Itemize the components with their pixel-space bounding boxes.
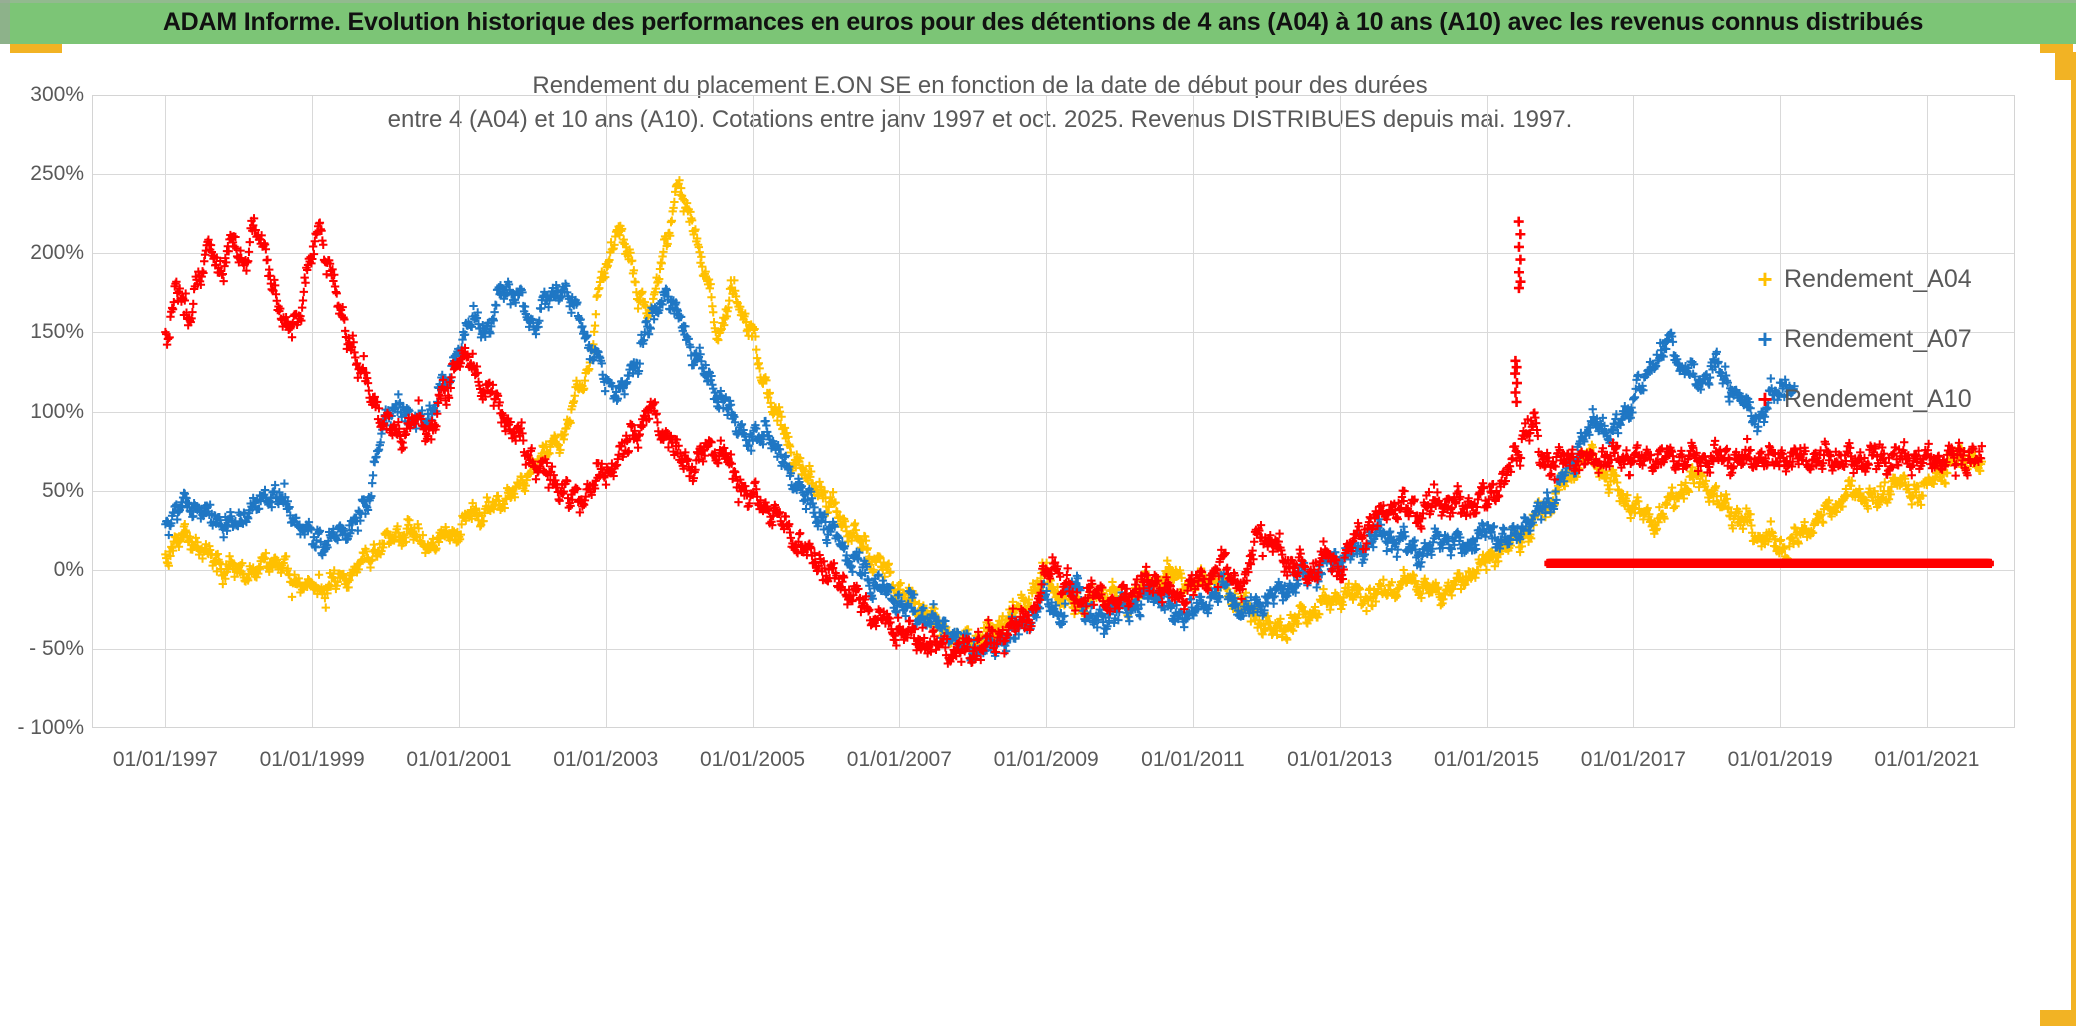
gridline-vertical	[1339, 96, 1341, 727]
x-axis-tick-label: 01/01/2021	[1874, 748, 1980, 771]
chart-container: Rendement du placement E.ON SE en foncti…	[0, 53, 2060, 1003]
x-axis-tick-label: 01/01/1999	[259, 748, 365, 771]
y-axis-tick-label: 200%	[30, 241, 84, 265]
x-axis-tick-label: 01/01/1997	[112, 748, 218, 771]
y-axis-tick-label: 150%	[30, 320, 84, 344]
y-axis-tick-label: - 100%	[17, 716, 84, 739]
header-banner: ADAM Informe. Evolution historique des p…	[0, 0, 2086, 44]
x-axis-tick-label: 01/01/2009	[993, 748, 1099, 771]
x-axis-tick-label: 01/01/2003	[553, 748, 659, 771]
gridline-horizontal	[93, 648, 2014, 650]
legend-marker-icon: +	[1757, 264, 1773, 294]
y-axis-tick-label: 250%	[30, 162, 84, 186]
gridline-vertical	[312, 96, 314, 727]
right-margin	[2076, 0, 2086, 1032]
gridline-vertical	[899, 96, 901, 727]
gridline-vertical	[605, 96, 607, 727]
gridline-vertical	[165, 96, 167, 727]
legend-item-label: Rendement_A10	[1784, 384, 1972, 413]
gridline-horizontal	[93, 253, 2014, 255]
gridline-vertical	[458, 96, 460, 727]
legend-marker-icon: +	[1757, 384, 1773, 414]
plot-area	[92, 95, 2015, 728]
x-axis-tick-label: 01/01/2001	[406, 748, 512, 771]
legend-item[interactable]: + Rendement_A07	[1752, 309, 1972, 369]
legend-item-label: Rendement_A04	[1784, 264, 1972, 293]
legend-item[interactable]: + Rendement_A10	[1752, 369, 1972, 429]
accent-bottom-right	[2040, 1010, 2080, 1026]
legend-item[interactable]: + Rendement_A04	[1752, 249, 1972, 309]
gridline-horizontal	[93, 174, 2014, 176]
header-left-shadow	[0, 0, 10, 44]
legend-item-label: Rendement_A07	[1784, 324, 1972, 353]
header-top-shadow	[0, 0, 2086, 3]
gridline-horizontal	[93, 411, 2014, 413]
x-axis-tick-label: 01/01/2007	[846, 748, 952, 771]
accent-top-left	[10, 44, 62, 53]
x-axis-tick-label: 01/01/2011	[1141, 748, 1245, 771]
y-axis-tick-label: - 50%	[29, 636, 84, 660]
y-axis-tick-label: 300%	[30, 83, 84, 106]
gridline-horizontal	[93, 332, 2014, 334]
y-axis-tick-label: 0%	[53, 557, 84, 581]
gridline-horizontal	[93, 490, 2014, 492]
accent-top-right	[2055, 44, 2073, 80]
gridline-vertical	[1486, 96, 1488, 727]
gridline-horizontal	[93, 569, 2014, 571]
legend-marker-icon: +	[1757, 324, 1773, 354]
x-axis-tick-label: 01/01/2005	[700, 748, 806, 771]
x-axis-tick-label: 01/01/2015	[1433, 748, 1540, 771]
x-axis-tick-label: 01/01/2017	[1580, 748, 1686, 771]
x-axis-tick-label: 01/01/2013	[1287, 748, 1393, 771]
gridline-vertical	[752, 96, 754, 727]
chart-legend: + Rendement_A04 + Rendement_A07 + Rendement_A…	[1752, 249, 1972, 429]
header-title: ADAM Informe. Evolution historique des p…	[162, 7, 1924, 36]
y-axis-tick-label: 100%	[30, 399, 84, 423]
gridline-vertical	[1633, 96, 1635, 727]
x-axis-tick-label: 01/01/2019	[1727, 748, 1833, 771]
gridline-vertical	[1192, 96, 1194, 727]
gridline-vertical	[1046, 96, 1048, 727]
y-axis-tick-label: 50%	[41, 478, 84, 502]
